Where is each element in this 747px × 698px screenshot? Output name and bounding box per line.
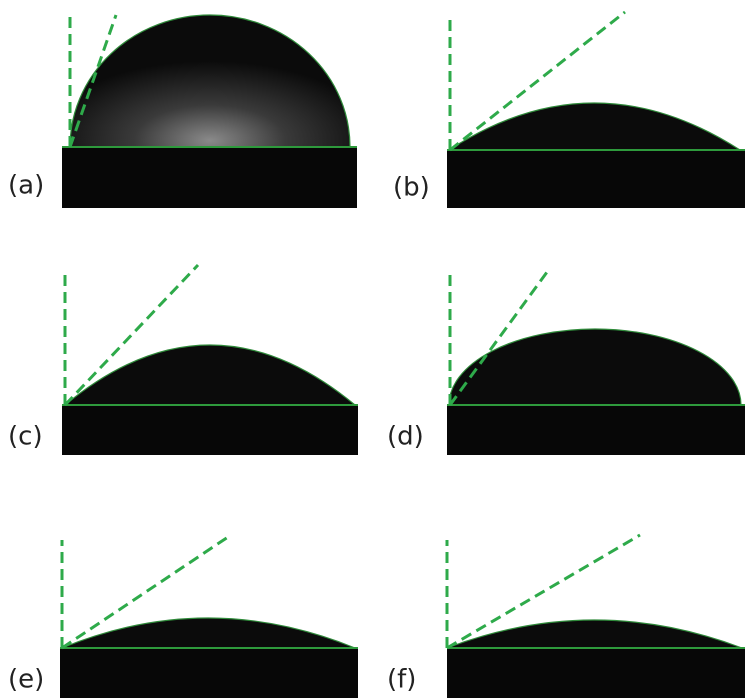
panel-c: (c) xyxy=(8,265,358,455)
droplet xyxy=(447,620,742,648)
droplet xyxy=(62,618,355,648)
panel-label: (a) xyxy=(8,171,44,201)
panel-label: (f) xyxy=(387,665,416,695)
panel-b: (b) xyxy=(393,12,745,208)
droplet xyxy=(70,15,350,147)
figure: (a) (b) (c) (d) (e) xyxy=(0,0,747,698)
substrate xyxy=(447,405,745,455)
panel-label: (c) xyxy=(8,422,43,452)
substrate xyxy=(62,147,357,208)
droplet xyxy=(449,103,740,150)
panel-a: (a) xyxy=(8,15,357,208)
panel-label: (e) xyxy=(8,665,44,695)
substrate xyxy=(447,648,745,698)
substrate xyxy=(60,648,358,698)
droplet xyxy=(449,329,741,405)
panel-f: (f) xyxy=(387,535,745,698)
substrate xyxy=(447,150,745,208)
panel-label: (b) xyxy=(393,173,430,203)
substrate xyxy=(62,405,358,455)
panel-label: (d) xyxy=(387,422,424,452)
droplet xyxy=(65,345,355,405)
panel-d: (d) xyxy=(387,268,745,455)
panel-e: (e) xyxy=(8,537,358,698)
